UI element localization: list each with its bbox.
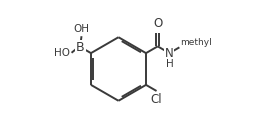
Text: OH: OH: [73, 24, 89, 34]
Text: B: B: [76, 41, 85, 54]
Text: methyl: methyl: [180, 38, 212, 47]
Text: Cl: Cl: [151, 93, 162, 106]
Text: H: H: [166, 59, 173, 69]
Text: N: N: [165, 47, 174, 60]
Text: O: O: [153, 17, 162, 30]
Text: HO: HO: [54, 48, 70, 58]
